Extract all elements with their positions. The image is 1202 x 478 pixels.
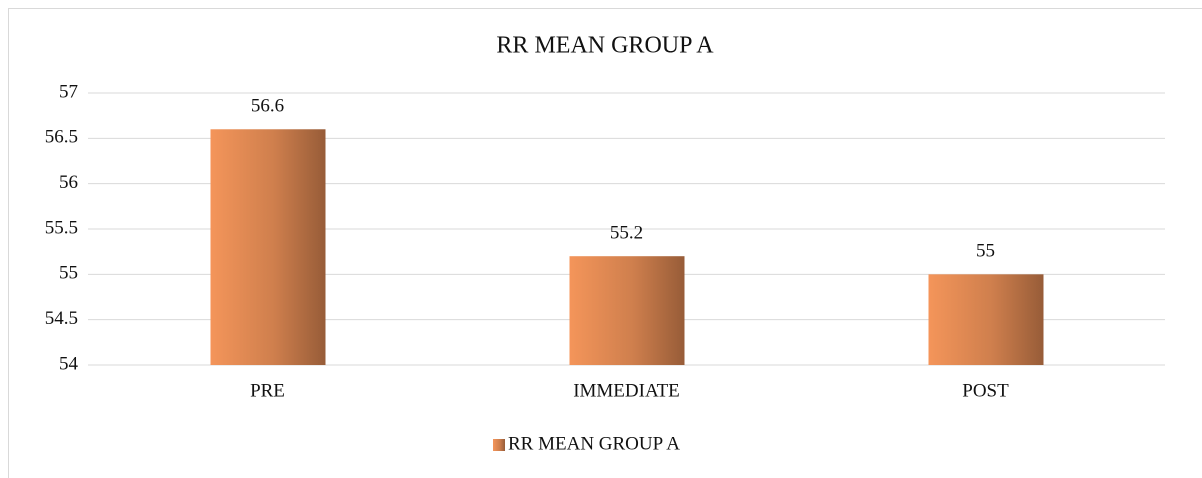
x-tick-label: IMMEDIATE [573,380,680,401]
bar [569,256,685,365]
bar [928,274,1044,365]
chart-title: RR MEAN GROUP A [496,33,714,59]
data-label: 55.2 [610,223,643,244]
y-tick-label: 54.5 [45,308,78,329]
bar [210,129,326,365]
y-tick-label: 56.5 [45,127,78,148]
y-tick-label: 56 [59,172,78,193]
y-tick-label: 54 [59,353,79,374]
legend-swatch [493,439,505,451]
legend-label: RR MEAN GROUP A [508,433,680,454]
x-tick-label: PRE [250,380,285,401]
data-label: 55 [976,241,995,262]
y-tick-label: 55.5 [45,217,78,238]
y-tick-label: 55 [59,263,78,284]
data-label: 56.6 [251,96,284,117]
chart-frame [8,8,1202,478]
x-tick-label: POST [962,380,1009,401]
y-tick-label: 57 [59,81,78,102]
